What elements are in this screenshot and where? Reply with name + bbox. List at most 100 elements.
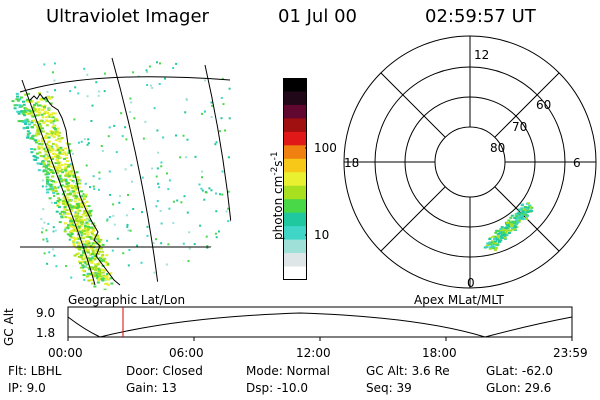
emission-pixel: [54, 229, 57, 232]
emission-pixel: [46, 173, 50, 176]
emission-pixel: [64, 169, 68, 172]
emission-pixel: [25, 112, 29, 115]
mlat-label-60: 60: [536, 98, 552, 112]
emission-pixel: [57, 148, 60, 151]
emission-pixel: [77, 186, 81, 189]
emission-pixel: [100, 145, 103, 147]
emission-pixel: [99, 278, 103, 280]
emission-pixel: [97, 268, 101, 271]
mlt-spoke: [380, 72, 446, 138]
emission-pixel: [87, 266, 91, 269]
emission-pixel: [510, 214, 514, 217]
emission-pixel: [513, 226, 517, 229]
emission-pixel: [72, 195, 76, 198]
emission-pixel: [76, 197, 80, 200]
emission-pixel: [59, 149, 62, 152]
emission-pixel: [84, 241, 88, 244]
emission-pixel: [22, 127, 26, 130]
emission-pixel: [70, 223, 74, 226]
emission-pixel: [30, 148, 34, 150]
emission-pixel: [64, 163, 67, 166]
emission-pixel: [41, 160, 45, 163]
emission-pixel: [156, 61, 158, 64]
emission-pixel: [54, 89, 57, 92]
emission-pixel: [79, 230, 82, 233]
emission-pixel: [90, 231, 94, 234]
emission-pixel: [50, 185, 53, 188]
emission-pixel: [39, 163, 43, 165]
emission-pixel: [113, 124, 116, 127]
emission-pixel: [84, 244, 87, 247]
emission-pixel: [85, 221, 89, 224]
emission-pixel: [86, 217, 89, 220]
emission-pixel: [204, 79, 206, 82]
emission-pixel: [46, 96, 50, 99]
emission-pixel: [53, 167, 57, 170]
emission-pixel: [90, 257, 94, 260]
emission-pixel: [515, 221, 519, 224]
emission-pixel: [30, 151, 34, 154]
emission-pixel: [17, 112, 21, 115]
emission-pixel: [92, 245, 96, 248]
emission-pixel: [45, 229, 48, 232]
emission-pixel: [80, 204, 83, 207]
emission-pixel: [129, 111, 132, 113]
emission-pixel: [83, 232, 87, 235]
emission-pixel: [36, 128, 40, 131]
emission-pixel: [101, 243, 105, 246]
emission-pixel: [168, 179, 171, 182]
emission-pixel: [211, 104, 214, 107]
emission-pixel: [16, 95, 19, 98]
emission-pixel: [33, 104, 36, 106]
emission-pixel: [160, 242, 163, 245]
emission-pixel: [106, 219, 109, 222]
emission-pixel: [91, 272, 95, 274]
emission-pixel: [43, 157, 47, 160]
emission-pixel: [156, 129, 159, 132]
emission-pixel: [70, 236, 74, 239]
emission-pixel: [45, 116, 49, 119]
emission-pixel: [31, 120, 34, 122]
glat-info: GLat: -62.0: [486, 364, 553, 378]
emission-pixel: [45, 176, 49, 179]
emission-pixel: [91, 253, 95, 256]
emission-pixel: [525, 213, 529, 216]
emission-pixel: [82, 274, 86, 276]
emission-pixel: [81, 269, 85, 272]
emission-pixel: [50, 158, 54, 160]
emission-pixel: [61, 149, 65, 152]
emission-pixel: [48, 107, 51, 110]
emission-pixel: [23, 114, 27, 117]
emission-pixel: [45, 100, 49, 103]
emission-pixel: [64, 216, 68, 219]
emission-pixel: [83, 196, 86, 199]
emission-pixel: [496, 229, 500, 232]
emission-pixel: [90, 232, 94, 235]
emission-pixel: [44, 135, 48, 138]
emission-pixel: [109, 277, 113, 280]
emission-pixel: [24, 93, 28, 96]
emission-pixel: [79, 215, 83, 218]
emission-pixel: [75, 171, 79, 174]
emission-pixel: [75, 219, 79, 222]
time-label-0600: 06:00: [169, 346, 204, 360]
emission-pixel: [58, 177, 61, 180]
emission-pixel: [61, 171, 64, 174]
emission-pixel: [129, 229, 132, 232]
emission-pixel: [47, 133, 51, 136]
emission-pixel: [50, 96, 54, 99]
time-label-0000: 00:00: [48, 346, 83, 360]
emission-pixel: [64, 147, 68, 150]
emission-pixel: [46, 171, 50, 174]
emission-pixel: [203, 110, 206, 113]
emission-pixel: [100, 279, 104, 282]
emission-pixel: [67, 170, 71, 173]
emission-pixel: [78, 262, 82, 265]
emission-pixel: [40, 98, 44, 101]
emission-pixel: [75, 217, 78, 220]
emission-pixel: [92, 175, 95, 178]
emission-pixel: [489, 246, 493, 249]
emission-pixel: [61, 153, 65, 155]
emission-pixel: [66, 233, 70, 236]
emission-pixel: [210, 101, 213, 104]
